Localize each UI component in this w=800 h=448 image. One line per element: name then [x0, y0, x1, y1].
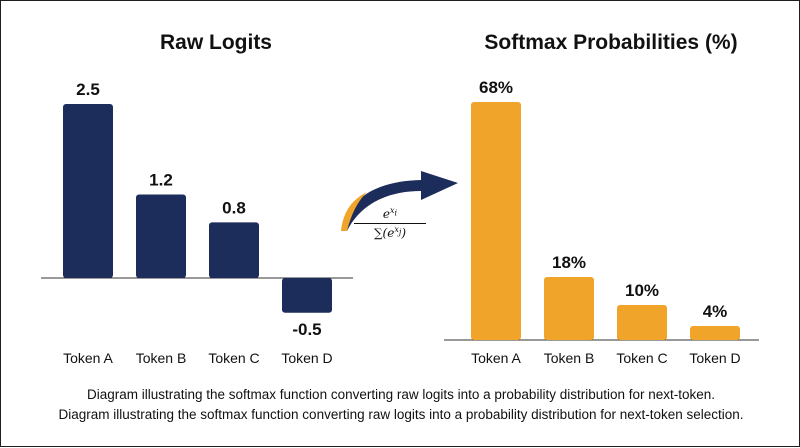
- right-chart-title: Softmax Probabilities (%): [484, 31, 738, 54]
- value-label: 1.2: [149, 170, 173, 189]
- formula-numerator: exi: [354, 206, 426, 224]
- left-chart-title: Raw Logits: [159, 31, 272, 54]
- value-label: 4%: [703, 302, 728, 321]
- category-label: Token D: [689, 350, 740, 366]
- bar-token-a: [63, 104, 113, 278]
- bar-token-c: [617, 305, 667, 340]
- value-label: 2.5: [76, 80, 100, 99]
- curved-arrow-icon: [341, 171, 458, 231]
- softmax-formula: exi ∑(exj): [354, 206, 426, 240]
- value-label: 18%: [552, 253, 586, 272]
- caption-line-1: Diagram illustrating the softmax functio…: [86, 387, 716, 402]
- category-label: Token A: [63, 350, 113, 366]
- category-label: Token A: [471, 350, 521, 366]
- bar-token-a: [471, 102, 521, 340]
- bar-token-b: [136, 194, 186, 278]
- category-label: Token C: [616, 350, 667, 366]
- value-label: 68%: [479, 78, 513, 97]
- category-label: Token B: [136, 350, 187, 366]
- caption-line-2: Diagram illustrating the softmax functio…: [58, 407, 744, 422]
- bar-token-d: [690, 326, 740, 340]
- formula-denominator: ∑(exj): [373, 225, 407, 240]
- value-label: 0.8: [222, 198, 246, 217]
- bar-token-b: [544, 277, 594, 340]
- category-label: Token B: [544, 350, 595, 366]
- category-label: Token D: [281, 350, 332, 366]
- category-label: Token C: [208, 350, 259, 366]
- bar-token-d: [282, 278, 332, 313]
- bar-token-c: [209, 222, 259, 278]
- value-label: -0.5: [292, 320, 321, 339]
- value-label: 10%: [625, 281, 659, 300]
